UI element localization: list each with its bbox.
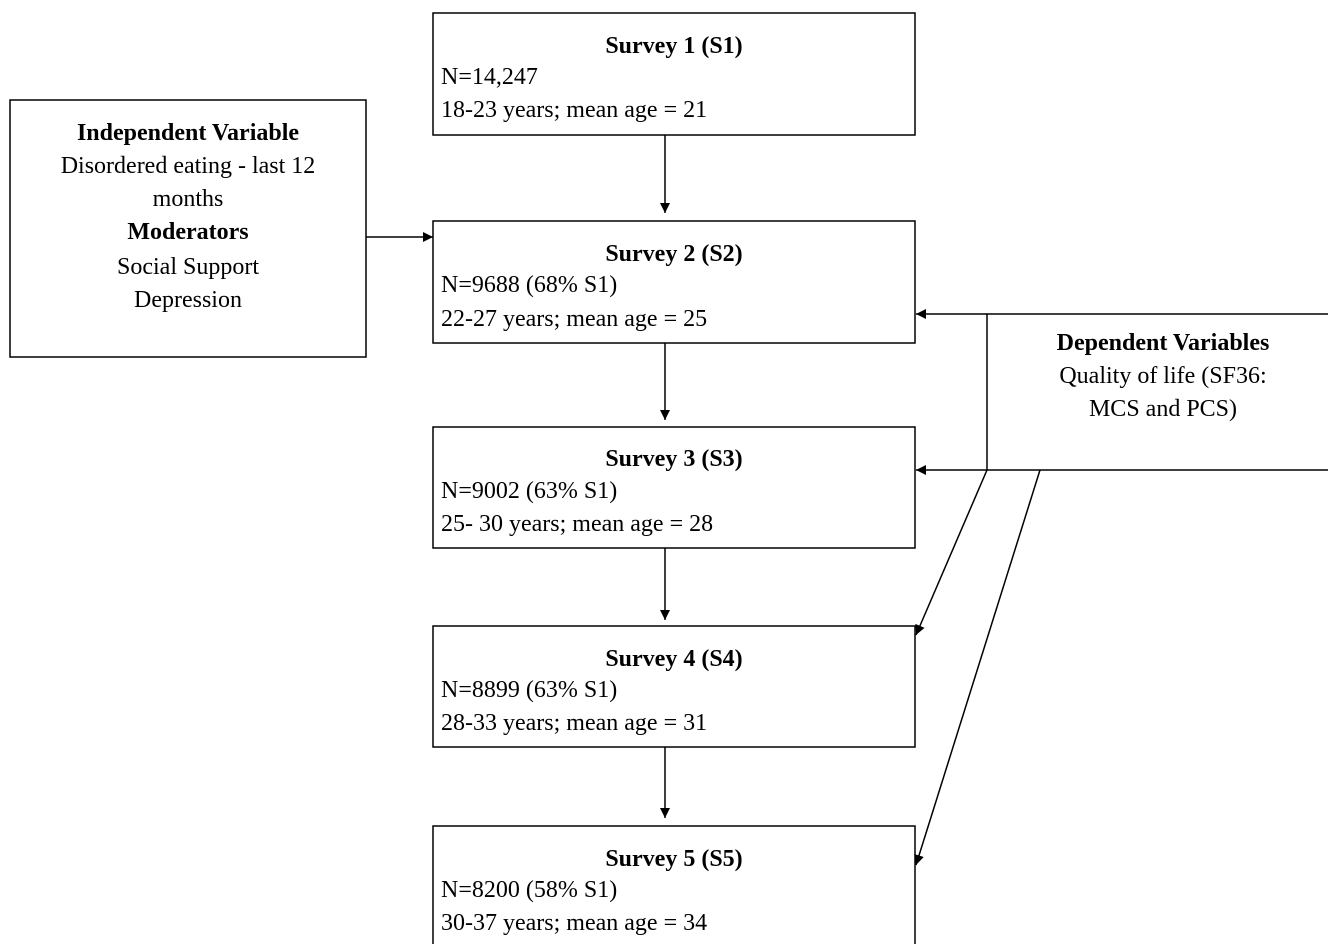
survey-title: Survey 5 (S5)	[605, 846, 742, 872]
survey-box	[432, 825, 916, 944]
dependent-line: MCS and PCS)	[1089, 396, 1237, 422]
dependent-box	[986, 313, 1328, 471]
independent-title: Independent Variable	[77, 120, 299, 146]
labels: Survey 1 (S1) N=14,247 18-23 years; mean…	[61, 33, 1270, 936]
boxes	[9, 12, 1328, 944]
survey-title: Survey 2 (S2)	[605, 241, 742, 267]
survey-line: N=8899 (63% S1)	[441, 677, 617, 703]
arrow	[915, 469, 988, 636]
survey-line: 30-37 years; mean age = 34	[441, 910, 707, 936]
dependent-title: Dependent Variables	[1057, 330, 1270, 356]
moderator-line: Depression	[134, 287, 242, 313]
moderators-title: Moderators	[127, 219, 248, 245]
survey-line: 22-27 years; mean age = 25	[441, 306, 707, 332]
survey-line: N=14,247	[441, 64, 538, 90]
survey-line: N=9002 (63% S1)	[441, 478, 617, 504]
survey-title: Survey 4 (S4)	[605, 646, 742, 672]
moderator-line: Social Support	[117, 254, 259, 280]
arrow	[914, 469, 1041, 866]
survey-line: N=9688 (68% S1)	[441, 272, 617, 298]
survey-title: Survey 3 (S3)	[605, 446, 742, 472]
survey-line: 28-33 years; mean age = 31	[441, 710, 707, 736]
survey-box	[432, 12, 916, 136]
dependent-line: Quality of life (SF36:	[1059, 363, 1266, 389]
survey-title: Survey 1 (S1)	[605, 33, 742, 59]
survey-box	[432, 220, 916, 344]
survey-box	[432, 426, 916, 549]
independent-box	[9, 99, 367, 358]
survey-line: N=8200 (58% S1)	[441, 877, 617, 903]
independent-line: months	[153, 186, 224, 212]
survey-line: 25- 30 years; mean age = 28	[441, 511, 713, 537]
independent-line: Disordered eating - last 12	[61, 153, 316, 179]
survey-box	[432, 625, 916, 748]
survey-line: 18-23 years; mean age = 21	[441, 97, 707, 123]
arrows	[366, 135, 1041, 866]
